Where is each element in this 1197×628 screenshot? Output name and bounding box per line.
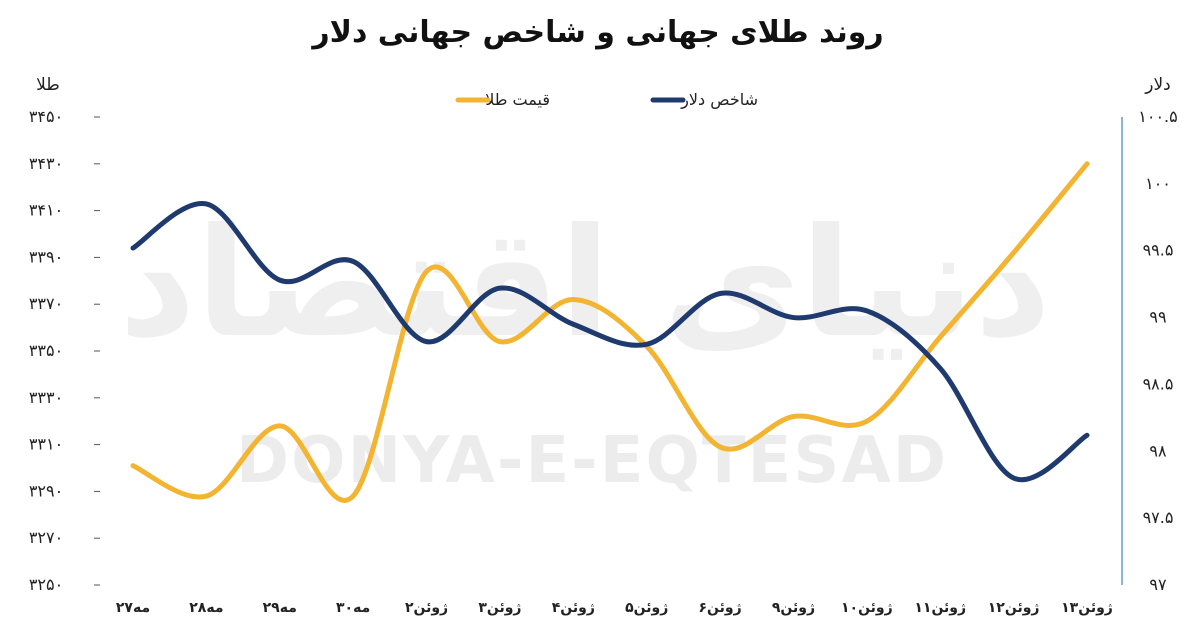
- left-tick-label: ۳۳۹۰: [29, 247, 63, 266]
- right-tick-label: ۹۹: [1149, 308, 1166, 327]
- x-tick-label: ۱۰ژوئن: [841, 600, 893, 616]
- left-axis-title: طلا: [36, 75, 60, 95]
- x-tick-label: ۶ژوئن: [698, 600, 741, 616]
- x-tick-label: ۲۸مه: [189, 600, 223, 616]
- chart-title: روند طلای جهانی و شاخص جهانی دلار: [310, 15, 883, 50]
- legend: قیمت طلا شاخص دلار: [455, 90, 758, 110]
- right-tick-label: ۹۷: [1149, 575, 1167, 594]
- left-axis: ۳۲۵۰ ۳۲۷۰ ۳۲۹۰ ۳۳۱۰ ۳۳۳۰ ۳۳۵۰ ۳۳۷۰ ۳۳۹۰ ۳۴۱۰ ۳۴۳۰…: [29, 107, 100, 594]
- left-tick-label: ۳۲۷۰: [29, 528, 63, 547]
- series-line-dollar-index: [130, 201, 1090, 483]
- watermark: دنیای اقتصاد DONYA-E-EQTESAD: [119, 197, 1052, 498]
- x-tick-label: ۲۹مه: [263, 600, 297, 616]
- x-tick-label: ۲۷مه: [116, 600, 150, 616]
- watermark-persian: دنیای اقتصاد: [119, 197, 1052, 371]
- right-tick-label: ۹۹.۵: [1143, 241, 1174, 260]
- x-tick-label: ۵ژوئن: [625, 600, 668, 616]
- left-tick-label: ۳۴۱۰: [29, 201, 63, 220]
- x-tick-label: ۹ژوئن: [772, 600, 815, 616]
- right-tick-label: ۹۸: [1149, 441, 1167, 460]
- legend-label-dollar-index: شاخص دلار: [680, 90, 758, 110]
- left-tick-label: ۳۴۳۰: [29, 154, 63, 173]
- right-tick-label: ۱۰۰: [1145, 174, 1171, 193]
- left-tick-label: ۳۳۵۰: [29, 341, 63, 360]
- left-tick-label: ۳۳۱۰: [29, 435, 63, 454]
- watermark-latin: DONYA-E-EQTESAD: [236, 424, 948, 498]
- legend-label-gold-price: قیمت طلا: [485, 90, 550, 109]
- left-tick-label: ۳۲۵۰: [29, 575, 63, 594]
- x-axis: ۲۷مه ۲۸مه ۲۹مه ۳۰مه ۲ژوئن ۳ژوئن ۴ژوئن ۵ژوئن ۶ژوئ…: [116, 600, 1113, 616]
- right-axis-title: دلار: [1144, 75, 1170, 95]
- series-layer: [130, 161, 1090, 503]
- x-tick-label: ۲ژوئن: [405, 600, 448, 616]
- right-tick-label: ۹۸.۵: [1143, 374, 1174, 393]
- x-tick-label: ۱۲ژوئن: [988, 600, 1040, 616]
- left-tick-label: ۳۴۵۰: [29, 107, 63, 126]
- left-tick-label: ۳۳۳۰: [29, 388, 63, 407]
- right-tick-label: ۱۰۰.۵: [1138, 107, 1177, 126]
- x-tick-label: ۱۳ژوئن: [1061, 600, 1113, 616]
- left-tick-label: ۳۳۷۰: [29, 294, 63, 313]
- x-tick-label: ۱۱ژوئن: [914, 600, 966, 616]
- right-axis: ۹۷ ۹۷.۵ ۹۸ ۹۸.۵ ۹۹ ۹۹.۵ ۱۰۰ ۱۰۰.۵: [1138, 107, 1177, 594]
- x-tick-label: ۳۰مه: [336, 600, 370, 616]
- right-tick-label: ۹۷.۵: [1143, 508, 1174, 527]
- x-tick-label: ۴ژوئن: [552, 600, 595, 616]
- x-tick-label: ۳ژوئن: [478, 600, 521, 616]
- left-tick-label: ۳۲۹۰: [29, 481, 63, 500]
